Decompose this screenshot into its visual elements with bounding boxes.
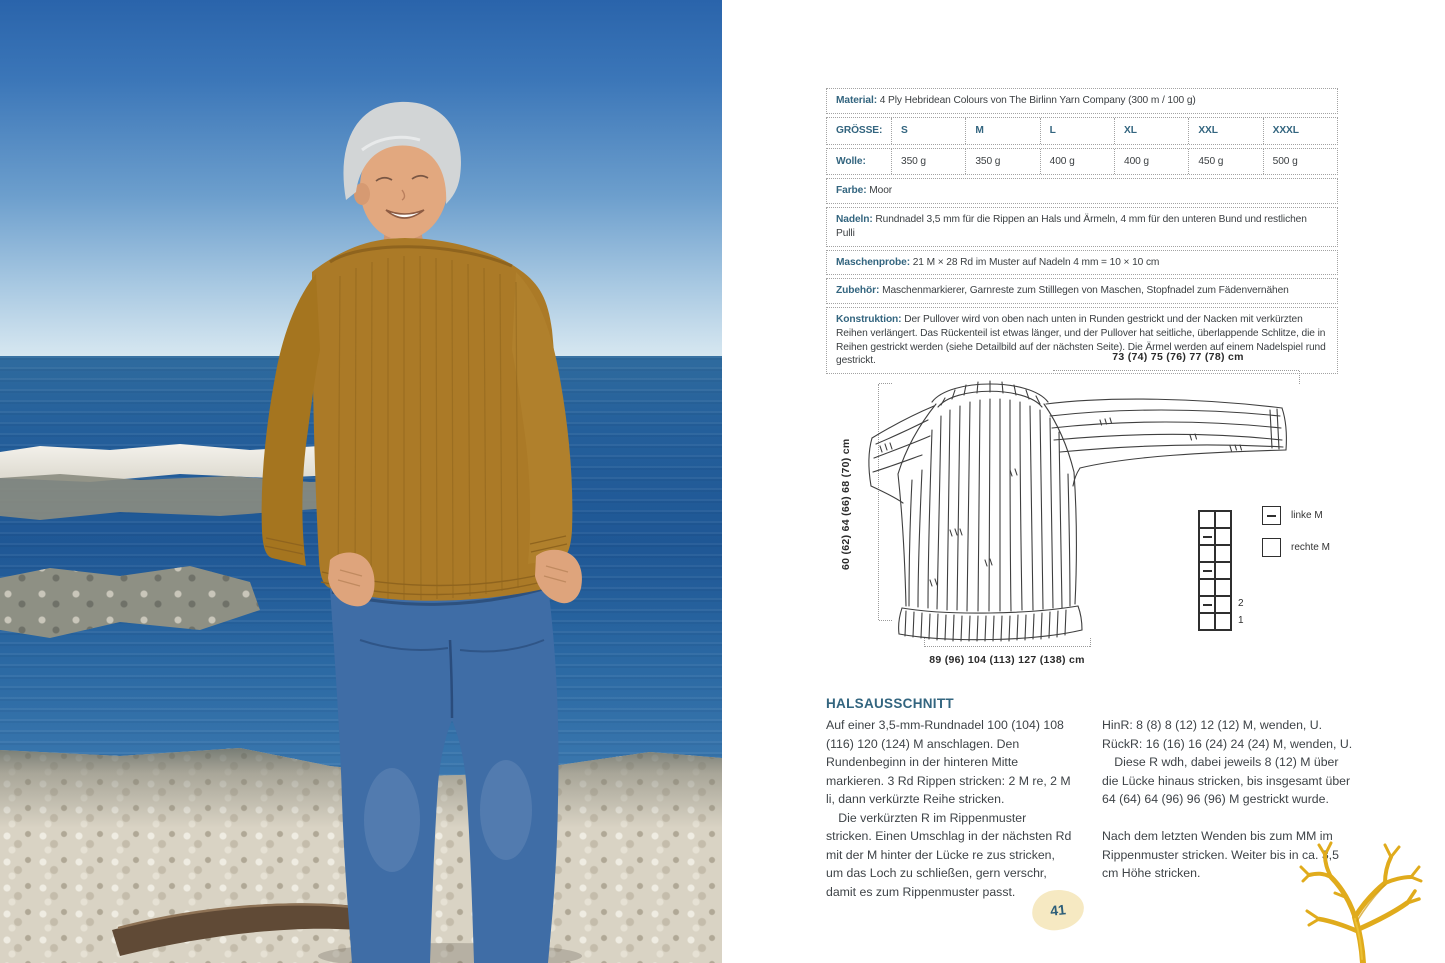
rechte-m-label: rechte M (1291, 542, 1330, 553)
linke-m-cell (1199, 596, 1215, 613)
instructions-column-2: HinR: 8 (8) 8 (12) 12 (12) M, wenden, U.… (1102, 716, 1354, 883)
hands (328, 549, 582, 607)
rechte-m-cell (1215, 545, 1231, 562)
rechte-m-cell (1199, 511, 1215, 528)
construction-row: Konstruktion: Der Pullover wird von oben… (826, 307, 1338, 375)
wool-row: Wolle: 350 g 350 g 400 g 400 g 450 g 500… (826, 147, 1338, 176)
instructions-column-1: Auf einer 3,5-mm-Rundnadel 100 (104) 108… (826, 716, 1074, 901)
wool-value: 400 g (1114, 148, 1188, 175)
chart-row-number-2: 2 (1238, 598, 1244, 609)
woman-figure (112, 101, 582, 963)
shore-rocks (0, 566, 260, 638)
rechte-m-cell (1215, 579, 1231, 596)
linke-m-cell (1199, 562, 1215, 579)
wool-label: Wolle: (836, 155, 866, 167)
paragraph: Diese R wdh, dabei jeweils 8 (12) M über… (1102, 755, 1351, 806)
gauge-label: Maschenprobe: (836, 256, 910, 268)
size-value: XXXL (1262, 117, 1337, 144)
rechte-m-cell (1215, 528, 1231, 545)
accessories-row: Zubehör: Maschenmarkierer, Garnreste zum… (826, 278, 1338, 305)
rechte-m-cell (1199, 545, 1215, 562)
hinr-line: HinR: 8 (8) 8 (12) 12 (12) M, wenden, U. (1102, 718, 1323, 732)
width-measurement: 89 (96) 104 (113) 127 (138) cm (929, 654, 1085, 666)
needles-text: Rundnadel 3,5 mm für die Rippen an Hals … (836, 214, 1307, 239)
size-row: GRÖSSE: S M L XL XXL XXXL (826, 116, 1338, 145)
rechte-m-cell (1215, 596, 1231, 613)
construction-text: Der Pullover wird von oben nach unten in… (836, 314, 1326, 367)
wool-value: 400 g (1039, 148, 1114, 175)
color-text: Moor (866, 185, 893, 197)
material-text: 4 Ply Hebridean Colours von The Birlinn … (877, 95, 1196, 106)
linke-m-symbol (1262, 506, 1281, 525)
sweater-sketch (868, 380, 1287, 642)
rechte-m-cell (1215, 562, 1231, 579)
gauge-row: Maschenprobe: 21 M × 28 Rd im Muster auf… (826, 249, 1338, 276)
material-label: Material: (836, 95, 877, 106)
width-dotted-line (924, 638, 1091, 647)
paragraph: Die verkürzten R im Rippenmuster stricke… (826, 810, 1072, 899)
color-row: Farbe: Moor (826, 178, 1338, 205)
rechte-m-cell (1199, 579, 1215, 596)
jeans (330, 586, 559, 963)
chart-row-number-1: 1 (1238, 615, 1244, 626)
needles-row: Nadeln: Rundnadel 3,5 mm für die Rippen … (826, 207, 1338, 247)
linke-m-label: linke M (1291, 510, 1323, 521)
wool-value: 450 g (1188, 148, 1262, 175)
accessories-text: Maschenmarkierer, Garnreste zum Stillleg… (879, 285, 1289, 297)
pattern-page (722, 0, 1445, 963)
mustard-sweater (261, 238, 573, 601)
rechte-m-cell (1215, 613, 1231, 630)
rechte-m-cell (1215, 511, 1231, 528)
rechte-m-symbol (1262, 538, 1281, 557)
model-photo (0, 0, 722, 963)
size-value: S (891, 117, 965, 144)
needles-label: Nadeln: (836, 214, 873, 226)
sleeve-span-measurement: 73 (74) 75 (76) 77 (78) cm (1112, 351, 1244, 363)
info-table: Material: 4 Ply Hebridean Colours von Th… (826, 88, 1338, 377)
size-value: XXL (1188, 117, 1262, 144)
rueckr-line: RückR: 16 (16) 16 (24) 24 (24) M, wenden… (1102, 736, 1353, 751)
wool-value: 350 g (891, 148, 965, 175)
paragraph: Auf einer 3,5-mm-Rundnadel 100 (104) 108… (826, 718, 1071, 806)
size-value: L (1039, 117, 1114, 144)
rechte-m-cell (1199, 613, 1215, 630)
gauge-text: 21 M × 28 Rd im Muster auf Nadeln 4 mm =… (910, 256, 1160, 268)
head (343, 101, 461, 254)
color-label: Farbe: (836, 185, 867, 197)
knitting-chart (1198, 510, 1232, 631)
linke-m-cell (1199, 528, 1215, 545)
length-measurement: 60 (62) 64 (66) 68 (70) cm (840, 438, 852, 570)
legend-rechte-m: rechte M (1262, 538, 1330, 557)
legend-linke-m: linke M (1262, 506, 1330, 525)
accessories-label: Zubehör: (836, 285, 880, 297)
driftwood-log (112, 903, 381, 956)
material-row: Material: 4 Ply Hebridean Colours von Th… (826, 88, 1338, 114)
sleeve-span-dotted-line (1053, 370, 1300, 384)
wool-value: 500 g (1262, 148, 1337, 175)
chart-legend: linke M rechte M (1262, 506, 1330, 570)
construction-label: Konstruktion: (836, 314, 902, 326)
length-dotted-line (878, 383, 892, 621)
page-number: 41 (1049, 901, 1067, 919)
size-value: XL (1114, 117, 1188, 144)
size-label: GRÖSSE: (836, 124, 883, 136)
size-value: M (965, 117, 1039, 144)
wool-value: 350 g (965, 148, 1039, 175)
section-heading: HALSAUSSCHNITT (826, 696, 954, 711)
paragraph: Nach dem letzten Wenden bis zum MM im Ri… (1102, 829, 1339, 880)
seaweed-illustration (1299, 841, 1423, 963)
